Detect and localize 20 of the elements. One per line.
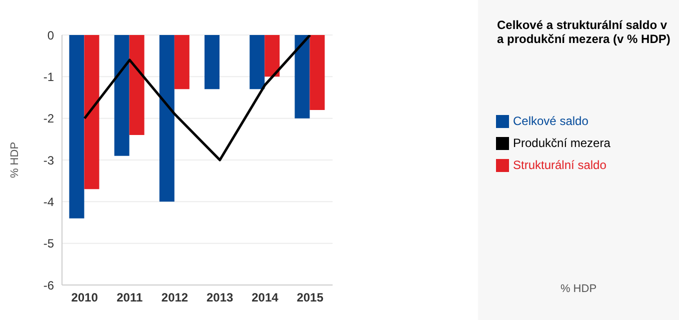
y-tick-label: -3	[43, 153, 54, 168]
text: Celkové a strukturální saldo v a produkční mezera (v % HDP)	[497, 18, 672, 46]
y-tick-label: 0	[47, 28, 54, 42]
x-tick-label: 2010	[71, 290, 98, 305]
y-tick-label: -2	[43, 112, 54, 126]
y-axis-title: % HDP	[8, 142, 21, 178]
y-tick-label: -1	[43, 70, 54, 84]
x-tick-label: 2014	[252, 290, 279, 305]
line-series	[83, 35, 312, 162]
x-tick-label: 2012	[161, 290, 188, 305]
x-tick-label: 2015	[296, 290, 324, 305]
y-tick-label: -4	[43, 194, 54, 209]
text: % HDP	[559, 283, 598, 295]
legend-label: Produkční mezera	[513, 136, 610, 150]
x-tick-label: 2013	[206, 290, 234, 305]
legend-label: Strukturální saldo	[513, 158, 606, 172]
legend-label: Celkové saldo	[513, 114, 588, 128]
y-tick-label: -6	[43, 278, 54, 292]
y-tick-label: -5	[43, 236, 54, 251]
x-tick-label: 2011	[116, 290, 143, 305]
